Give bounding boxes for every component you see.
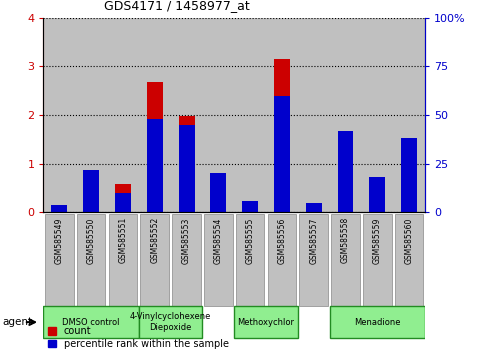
Text: GSM585556: GSM585556 — [277, 217, 286, 264]
Text: DMSO control: DMSO control — [62, 318, 120, 327]
FancyBboxPatch shape — [141, 214, 169, 306]
Bar — [393, 18, 425, 212]
FancyBboxPatch shape — [109, 214, 137, 306]
FancyBboxPatch shape — [329, 306, 425, 338]
FancyBboxPatch shape — [43, 306, 139, 338]
Bar — [338, 156, 354, 212]
Bar — [211, 173, 227, 212]
Text: GSM585555: GSM585555 — [246, 217, 255, 264]
FancyBboxPatch shape — [204, 214, 233, 306]
Bar — [330, 18, 361, 212]
Bar — [369, 177, 385, 212]
Bar — [115, 184, 131, 212]
Bar — [202, 18, 234, 212]
FancyBboxPatch shape — [331, 214, 360, 306]
Text: agent: agent — [2, 317, 32, 327]
Bar — [115, 193, 131, 212]
Bar — [266, 18, 298, 212]
Bar — [83, 175, 99, 212]
FancyBboxPatch shape — [234, 306, 298, 338]
Bar — [369, 179, 385, 212]
Bar — [51, 205, 67, 212]
Bar — [170, 18, 202, 212]
Bar — [75, 18, 107, 212]
FancyBboxPatch shape — [139, 306, 202, 338]
Legend: count, percentile rank within the sample: count, percentile rank within the sample — [48, 326, 229, 349]
Text: Menadione: Menadione — [354, 318, 400, 327]
Bar — [147, 119, 163, 212]
Text: Methoxychlor: Methoxychlor — [238, 318, 295, 327]
Bar — [298, 18, 330, 212]
Bar — [242, 209, 258, 212]
FancyBboxPatch shape — [236, 214, 265, 306]
Bar — [147, 82, 163, 212]
Text: GSM585549: GSM585549 — [55, 217, 64, 264]
Text: GSM585559: GSM585559 — [373, 217, 382, 264]
Bar — [43, 18, 75, 212]
Text: GSM585553: GSM585553 — [182, 217, 191, 264]
Bar — [274, 96, 290, 212]
Text: GSM585551: GSM585551 — [118, 217, 128, 263]
Text: GSM585554: GSM585554 — [214, 217, 223, 264]
Bar — [274, 59, 290, 212]
Bar — [179, 125, 195, 212]
Bar — [306, 209, 322, 212]
Text: GSM585560: GSM585560 — [405, 217, 413, 264]
FancyBboxPatch shape — [77, 214, 105, 306]
Text: GSM585557: GSM585557 — [309, 217, 318, 264]
FancyBboxPatch shape — [363, 214, 392, 306]
Text: GSM585550: GSM585550 — [86, 217, 96, 264]
Bar — [107, 18, 139, 212]
Bar — [401, 156, 417, 212]
Text: 4-Vinylcyclohexene
Diepoxide: 4-Vinylcyclohexene Diepoxide — [130, 313, 212, 332]
FancyBboxPatch shape — [299, 214, 328, 306]
FancyBboxPatch shape — [395, 214, 424, 306]
Bar — [338, 131, 354, 212]
Bar — [211, 175, 227, 212]
FancyBboxPatch shape — [172, 214, 201, 306]
Bar — [179, 116, 195, 212]
Bar — [234, 18, 266, 212]
FancyBboxPatch shape — [45, 214, 74, 306]
Bar — [306, 202, 322, 212]
Bar — [139, 18, 170, 212]
Bar — [83, 170, 99, 212]
Text: GDS4171 / 1458977_at: GDS4171 / 1458977_at — [104, 0, 250, 12]
FancyBboxPatch shape — [268, 214, 296, 306]
Text: GSM585552: GSM585552 — [150, 217, 159, 263]
Bar — [361, 18, 393, 212]
Text: GSM585558: GSM585558 — [341, 217, 350, 263]
Bar — [401, 138, 417, 212]
Bar — [242, 201, 258, 212]
Bar — [51, 206, 67, 212]
